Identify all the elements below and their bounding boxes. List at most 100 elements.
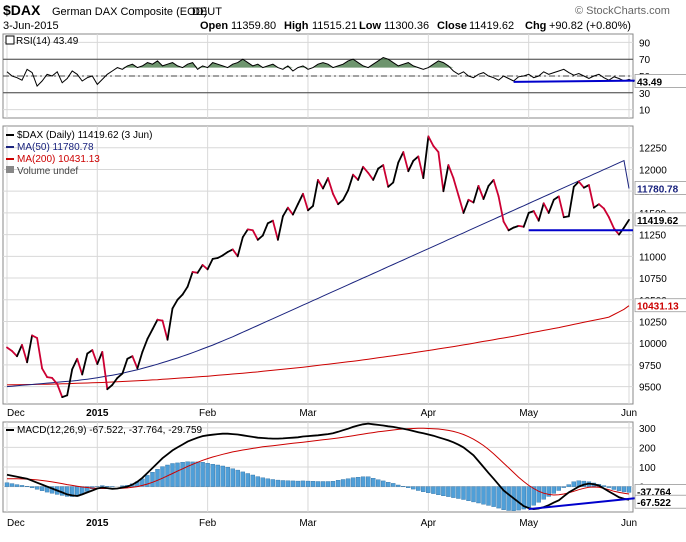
macd-histogram-bar xyxy=(616,486,622,492)
panel-frame xyxy=(2,125,634,405)
macd-histogram-bar xyxy=(310,481,316,487)
price-segment xyxy=(66,368,74,397)
price-segment xyxy=(236,236,244,258)
x-tick-label: Mar xyxy=(299,518,317,529)
price-segment xyxy=(251,229,259,241)
macd-histogram-bar xyxy=(245,473,251,487)
price-segment xyxy=(261,222,269,237)
x-tick-label: Jun xyxy=(621,518,637,529)
macd-histogram-bar xyxy=(481,486,486,505)
macd-histogram-bar xyxy=(501,486,506,510)
x-tick-label: 2015 xyxy=(86,408,109,419)
macd-histogram-bar xyxy=(150,472,155,487)
macd-signal-last-label: -37.764 xyxy=(637,487,671,498)
macd-histogram-bar xyxy=(350,477,356,487)
macd-histogram-bar xyxy=(421,486,426,492)
price-segment xyxy=(502,220,510,232)
price-segment xyxy=(36,337,43,370)
price-segment xyxy=(136,350,144,370)
price-segment xyxy=(81,352,89,376)
close-last-label-box xyxy=(634,212,686,227)
volume-legend: Volume undef xyxy=(17,166,78,177)
macd-histogram-bar xyxy=(516,486,521,511)
y-tick-label: 12250 xyxy=(639,144,667,155)
macd-histogram-bar xyxy=(471,486,476,503)
price-segment xyxy=(387,181,395,188)
price-segment xyxy=(557,195,565,219)
ma50-last-label-box xyxy=(634,181,686,195)
macd-histogram-bar xyxy=(561,486,566,488)
ma200-line xyxy=(6,305,630,386)
macd-histogram-bar xyxy=(340,479,346,487)
price-segment xyxy=(577,180,585,189)
ma200-last-label: 10431.13 xyxy=(637,302,679,313)
macd-histogram-bar xyxy=(155,469,160,487)
ma200-legend: MA(200) 10431.13 xyxy=(17,154,100,165)
price-segment xyxy=(442,164,450,193)
price-segment xyxy=(477,184,485,200)
price-segment xyxy=(56,383,64,399)
macd-last-label-box xyxy=(634,494,686,509)
price-segment xyxy=(327,177,334,195)
macd-histogram-bar xyxy=(285,480,291,487)
price-segment xyxy=(51,376,59,385)
x-tick-label: Apr xyxy=(421,408,437,419)
price-segment xyxy=(337,198,345,206)
macd-histogram-bar xyxy=(39,486,45,491)
macd-histogram-bar xyxy=(355,477,361,487)
price-segment xyxy=(71,357,79,371)
price-segment xyxy=(407,159,415,173)
price-segment xyxy=(76,357,84,376)
price-segment xyxy=(437,151,445,193)
x-tick-label: May xyxy=(519,408,538,419)
macd-histogram-bar xyxy=(255,476,261,487)
macd-histogram-bar xyxy=(406,486,411,489)
macd-histogram-bar xyxy=(235,469,240,487)
rsi-legend: RSI(14) 43.49 xyxy=(16,36,79,47)
price-segment xyxy=(532,210,540,222)
macd-histogram-bar xyxy=(180,462,185,487)
macd-histogram-bar xyxy=(451,486,456,498)
price-segment xyxy=(537,202,545,222)
price-segment xyxy=(417,155,425,180)
macd-histogram-bar xyxy=(295,480,301,487)
high-value: 11515.21 xyxy=(312,20,357,32)
price-segment xyxy=(116,372,124,379)
price-segment xyxy=(161,319,169,341)
price-segment xyxy=(86,349,94,355)
price-segment xyxy=(146,328,154,340)
macd-histogram-bar xyxy=(205,463,210,487)
ma50-line xyxy=(6,159,630,388)
macd-histogram-bar xyxy=(100,485,105,487)
price-segment xyxy=(542,202,550,214)
price-segment xyxy=(101,350,109,391)
macd-support-trendline xyxy=(528,497,636,511)
close-last-label: 11419.62 xyxy=(637,216,679,227)
macd-histogram-bar xyxy=(521,486,526,510)
price-segment xyxy=(457,194,465,214)
price-segment xyxy=(16,343,23,358)
price-segment xyxy=(492,178,500,198)
price-segment xyxy=(291,203,299,216)
brand: © StockCharts.com xyxy=(575,5,670,17)
price-segment xyxy=(196,264,204,274)
macd-histogram-bar xyxy=(280,480,286,487)
macd-histogram-bar xyxy=(300,480,306,487)
macd-histogram-bar xyxy=(360,476,366,487)
price-segment xyxy=(91,349,99,365)
x-tick-label: May xyxy=(519,518,538,529)
x-tick-label: 2015 xyxy=(86,518,109,529)
price-segment xyxy=(377,164,385,170)
macd-histogram-bar xyxy=(19,485,25,487)
macd-histogram-bar xyxy=(456,486,461,499)
price-segment xyxy=(126,355,134,360)
macd-histogram-bar xyxy=(606,486,612,488)
macd-legend: MACD(12,26,9) -67.522, -37.764, -29.759 xyxy=(17,425,203,436)
y-tick-label: 9500 xyxy=(639,383,662,394)
low-label: Low xyxy=(359,20,381,32)
macd-histogram-bar xyxy=(486,486,491,506)
instrument-name: German DAX Composite (EOD) xyxy=(52,6,207,18)
price-segment xyxy=(522,211,530,228)
price-segment xyxy=(347,173,355,192)
